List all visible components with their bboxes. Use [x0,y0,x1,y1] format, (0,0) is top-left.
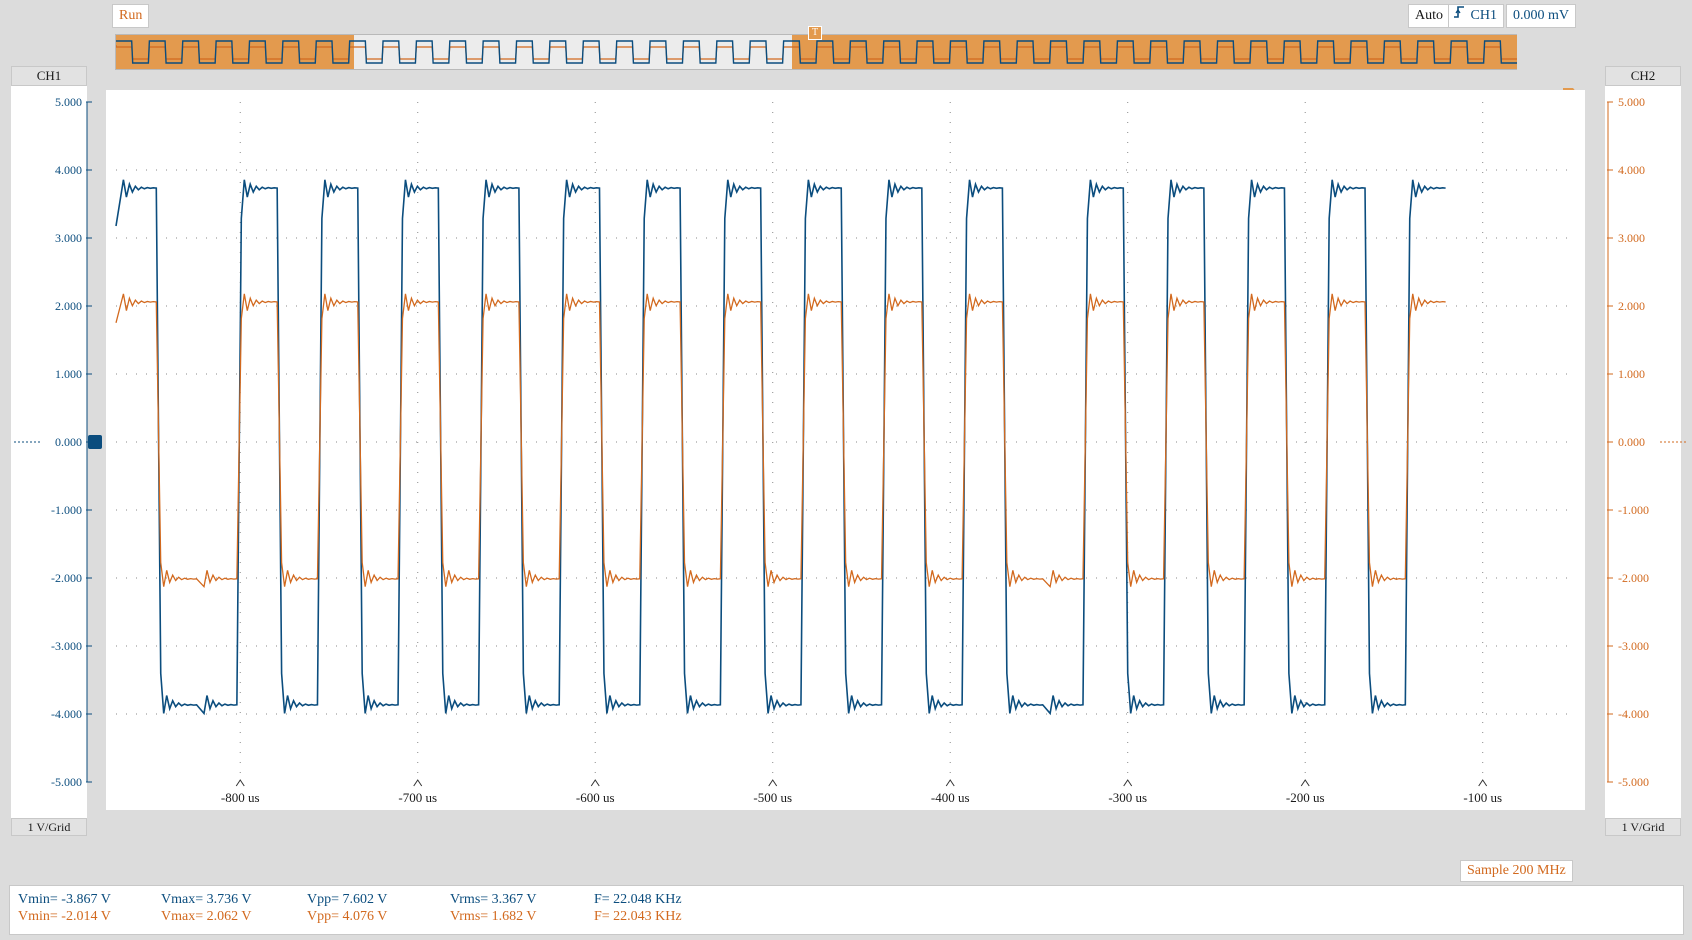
time-tick-label: -200 us [1286,790,1325,805]
time-tick [1300,779,1310,787]
time-tick-label: -600 us [576,790,615,805]
time-tick-label: -300 us [1108,790,1147,805]
trigger-position-marker[interactable]: T [808,26,822,40]
ch1-measurements: Vmin= -3.867 V Vmax= 3.736 V Vpp= 7.602 … [10,892,1683,910]
ch1-offset-marker [88,435,102,449]
ch1-label[interactable]: CH1 [11,66,87,86]
trigger-source-label: CH1 [1470,8,1497,23]
ch2-label[interactable]: CH2 [1605,66,1681,86]
time-tick-label: -500 us [753,790,792,805]
time-tick-label: -400 us [931,790,970,805]
ch2-vmax: Vmax= 2.062 V [161,909,252,924]
time-tick [768,779,778,787]
time-tick [1478,779,1488,787]
ch1-vmax: Vmax= 3.736 V [161,892,252,907]
ch2-trace [115,293,1446,589]
rising-edge-icon [1453,5,1467,27]
ch2-scale[interactable]: 1 V/Grid [1605,818,1681,836]
ch1-freq: F= 22.048 KHz [594,892,682,907]
ch1-vmin: Vmin= -3.867 V [18,892,111,907]
waveform-display: -800 us -700 us -600 us -500 us -400 us -300 … [115,102,1575,805]
ch1-axis-panel: CH1 1 V/Grid [11,66,87,836]
time-tick-label: -100 us [1463,790,1502,805]
ch2-freq: F= 22.043 KHz [594,909,682,924]
waveform-overview[interactable] [115,34,1517,70]
time-tick [235,779,245,787]
grid [116,102,1575,782]
ch2-vrms: Vrms= 1.682 V [450,909,537,924]
trigger-level-button[interactable]: 0.000 mV [1506,4,1576,28]
ch2-measurements: Vmin= -2.014 V Vmax= 2.062 V Vpp= 4.076 … [10,909,1683,927]
ch1-vpp: Vpp= 7.602 V [307,892,388,907]
run-button[interactable]: Run [112,4,150,28]
time-tick-label: -800 us [221,790,260,805]
sample-rate-label: Sample 200 MHz [1460,860,1573,882]
time-tick [945,779,955,787]
oscilloscope-plot[interactable]: -800 us -700 us -600 us -500 us -400 us -300 … [106,90,1585,810]
time-tick [1123,779,1133,787]
ch2-vmin: Vmin= -2.014 V [18,909,111,924]
ch2-axis-panel: CH2 1 V/Grid [1605,66,1681,836]
ch2-vpp: Vpp= 4.076 V [307,909,388,924]
ch1-vrms: Vrms= 3.367 V [450,892,537,907]
time-tick-label: -700 us [398,790,437,805]
overview-waveform [116,40,1517,64]
trigger-source-button[interactable]: CH1 [1448,4,1504,28]
trigger-mode-button[interactable]: Auto [1408,4,1450,28]
time-tick [413,779,423,787]
overview-ch1-trace [116,40,1517,64]
ch1-scale[interactable]: 1 V/Grid [11,818,87,836]
time-tick [590,779,600,787]
ch1-trace [115,179,1446,716]
measurement-panel: Vmin= -3.867 V Vmax= 3.736 V Vpp= 7.602 … [9,885,1684,935]
